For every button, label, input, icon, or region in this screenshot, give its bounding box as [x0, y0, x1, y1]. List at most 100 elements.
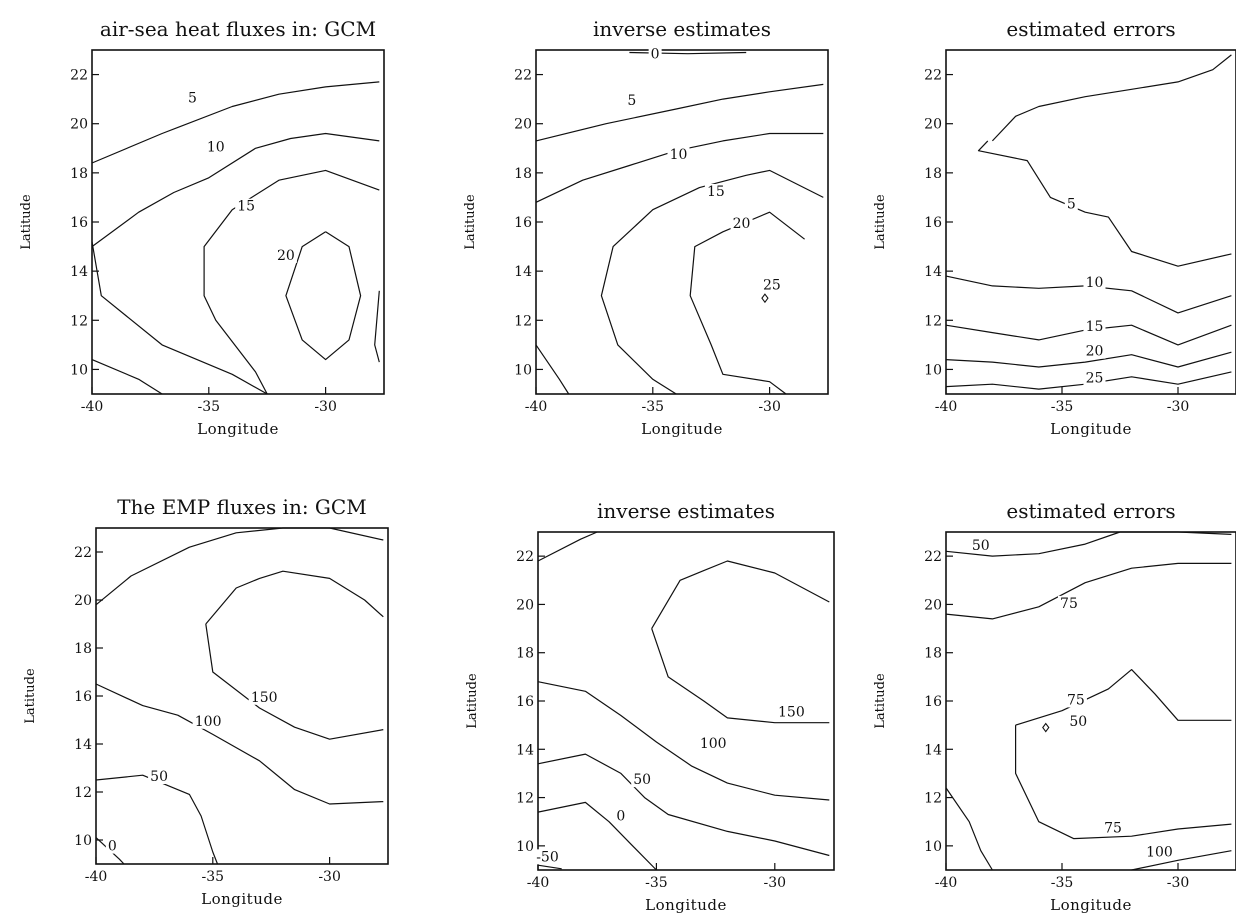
contour-label-bg	[648, 46, 662, 62]
contour-label-bg	[1064, 196, 1078, 212]
y-tick-label: 18	[74, 641, 92, 657]
x-axis-label: Longitude	[645, 896, 727, 914]
contour-label: 50	[150, 769, 168, 785]
contour-label: 75	[1104, 820, 1122, 836]
contour-label-bg	[969, 537, 992, 553]
contour-label: 100	[700, 736, 727, 752]
x-tick-label: -30	[314, 399, 337, 415]
y-axis-label: Latitude	[23, 668, 38, 724]
y-tick-label: 14	[924, 264, 942, 280]
x-axis-label: Longitude	[1050, 896, 1132, 914]
contour-label-bg	[531, 849, 563, 865]
contour-line-0	[91, 359, 163, 395]
contour-label: 75	[1060, 596, 1078, 612]
contour-line-150	[95, 527, 384, 606]
x-tick-label: -40	[527, 875, 550, 891]
y-tick-label: 14	[70, 264, 88, 280]
x-tick-label: -40	[81, 399, 104, 415]
contour-label-bg	[631, 772, 654, 788]
y-tick-label: 10	[514, 362, 532, 378]
plot-frame	[95, 527, 389, 865]
y-tick-label: 12	[924, 791, 942, 807]
y-tick-label: 18	[924, 166, 942, 182]
contour-label-bg	[760, 277, 783, 293]
contour-line-100	[537, 681, 830, 801]
contour-line-20	[374, 290, 380, 363]
contour-line-50	[537, 753, 830, 857]
contour-line-20	[285, 231, 362, 361]
x-tick-label: -40	[85, 869, 108, 885]
extremum-marker	[761, 293, 769, 304]
contour-line-150	[651, 628, 830, 724]
contour-label-bg	[667, 147, 690, 163]
contour-line-5	[91, 81, 380, 164]
contour-line-0	[537, 801, 657, 871]
panel-p4: The EMP fluxes in: GCM 10 12 14 16 18 20 22 -40 -…	[23, 495, 389, 908]
contour-line-15	[535, 344, 570, 395]
contour-label: 25	[763, 277, 781, 293]
contour-label: 0	[616, 808, 625, 824]
contour-label-bg	[185, 90, 199, 106]
contour-label-bg	[1102, 820, 1125, 836]
contour-label-bg	[614, 808, 628, 824]
plot-frame	[945, 49, 1236, 395]
contour-label: 20	[1086, 344, 1104, 360]
contour-label-bg	[730, 215, 753, 231]
contour-line-150	[537, 531, 598, 562]
contour-line-5	[991, 54, 1232, 142]
contour-line-0	[95, 837, 125, 865]
contour-label: 15	[707, 184, 725, 200]
contour-label: 10	[1086, 275, 1104, 291]
x-tick-label: -30	[764, 875, 787, 891]
panel-p1: air-sea heat fluxes in: GCM 10 12 14 16 18 20 2…	[19, 17, 385, 438]
panel-title: air-sea heat fluxes in: GCM	[100, 17, 376, 41]
contour-line--50	[537, 864, 562, 870]
y-tick-label: 10	[516, 839, 534, 855]
y-tick-label: 14	[74, 737, 92, 753]
contour-line-20	[945, 351, 1232, 368]
contour-line-50	[945, 531, 1232, 557]
panel-title: inverse estimates	[593, 17, 771, 41]
contour-line-150	[205, 623, 384, 740]
contour-line-15	[91, 241, 268, 395]
x-tick-label: -35	[202, 869, 225, 885]
contour-label-bg	[1083, 370, 1106, 386]
contour-line-150	[651, 560, 830, 629]
contour-label-bg	[235, 198, 258, 214]
contour-label-bg	[1067, 714, 1090, 730]
y-tick-label: 18	[70, 166, 88, 182]
y-tick-label: 16	[924, 215, 942, 231]
contour-label-bg	[697, 735, 729, 751]
contour-label: 5	[627, 93, 636, 109]
x-tick-label: -40	[935, 875, 958, 891]
contour-line-5	[535, 83, 824, 142]
x-tick-label: -30	[1167, 399, 1190, 415]
y-tick-label: 16	[514, 215, 532, 231]
y-axis-label: Latitude	[873, 194, 888, 250]
contour-label: 150	[778, 704, 805, 720]
y-tick-label: 22	[924, 68, 942, 84]
panel-title: The EMP fluxes in: GCM	[117, 495, 366, 519]
y-tick-label: 22	[924, 549, 942, 565]
y-tick-label: 14	[516, 742, 534, 758]
y-tick-label: 16	[70, 215, 88, 231]
x-tick-label: -30	[318, 869, 341, 885]
contour-label: 0	[108, 839, 117, 855]
contour-label: 20	[277, 248, 295, 264]
plot-frame	[535, 49, 829, 395]
y-tick-label: 18	[514, 166, 532, 182]
contour-label-bg	[105, 838, 119, 854]
y-tick-label: 16	[924, 694, 942, 710]
contour-label: 0	[651, 46, 660, 62]
y-axis-label: Latitude	[873, 673, 888, 729]
contour-line-150	[205, 570, 384, 625]
contour-label-bg	[192, 713, 224, 729]
contour-label-bg	[1143, 844, 1175, 860]
contour-line-75	[1014, 725, 1232, 840]
x-tick-label: -35	[645, 875, 668, 891]
y-tick-label: 12	[74, 785, 92, 801]
contour-label-bg	[204, 139, 227, 155]
panel-p2: inverse estimates 10 12 14 16 18 20 22 -40 -35 -30…	[463, 17, 829, 438]
contour-line-100	[945, 787, 993, 871]
contour-line-20	[689, 211, 805, 395]
